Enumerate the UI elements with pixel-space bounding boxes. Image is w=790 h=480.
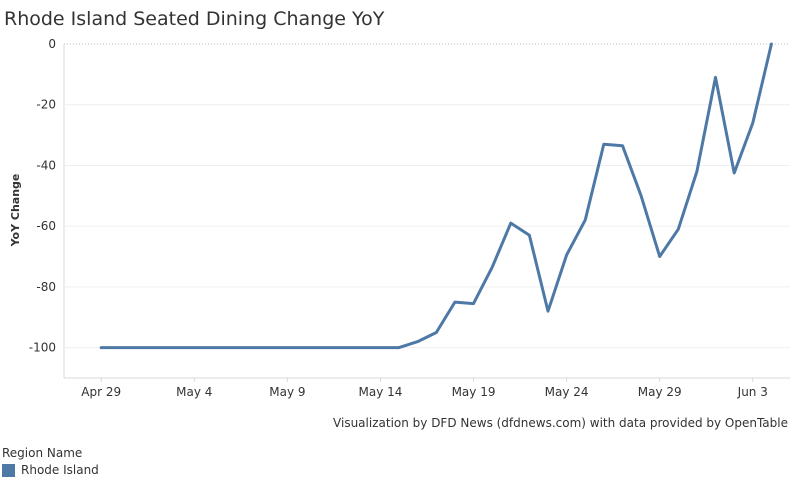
data-point[interactable] [134,344,142,352]
data-point[interactable] [767,40,775,48]
data-point[interactable] [190,344,198,352]
data-point[interactable] [321,344,329,352]
x-tick-label: May 24 [545,385,589,399]
legend-title: Region Name [2,446,83,460]
data-point[interactable] [544,307,552,315]
chart-title: Rhode Island Seated Dining Change YoY [4,8,385,30]
x-tick-label: Apr 29 [81,385,121,399]
data-point[interactable] [507,219,515,227]
data-point[interactable] [618,142,626,150]
data-point[interactable] [656,253,664,261]
data-point[interactable] [358,344,366,352]
y-tick-label: -80 [36,280,56,294]
data-point[interactable] [600,140,608,148]
data-point[interactable] [97,344,105,352]
data-point[interactable] [563,251,571,259]
data-point[interactable] [376,344,384,352]
data-point[interactable] [283,344,291,352]
data-point[interactable] [432,328,440,336]
x-tick-label: May 29 [638,385,682,399]
data-point[interactable] [525,231,533,239]
data-point[interactable] [395,344,403,352]
gridlines [63,43,790,379]
data-point[interactable] [246,344,254,352]
line-chart: 0 -20 -40 -60 -80 -100 Apr 29 May 4 May 9 May 14… [9,37,790,399]
data-point[interactable] [153,344,161,352]
x-tick-label: May 9 [269,385,305,399]
data-point[interactable] [302,344,310,352]
series-line-rhode-island[interactable] [99,42,773,350]
y-tick-label: -60 [36,219,56,233]
data-point[interactable] [581,216,589,224]
data-point[interactable] [730,169,738,177]
data-point[interactable] [172,344,180,352]
data-point[interactable] [228,344,236,352]
legend-item-rhode-island[interactable]: Rhode Island [2,462,99,478]
x-tick-label: May 4 [176,385,212,399]
data-point[interactable] [470,300,478,308]
data-point[interactable] [339,344,347,352]
x-tick-label: Jun 3 [737,385,768,399]
legend-swatch [2,463,15,477]
y-tick-label: -100 [29,341,56,355]
x-tick-label: May 14 [359,385,403,399]
x-tick-label: May 19 [452,385,496,399]
data-point[interactable] [749,119,757,127]
x-axis-ticks: Apr 29 May 4 May 9 May 14 May 19 May 24 May 29… [81,378,768,399]
legend-item-label: Rhode Island [21,463,99,477]
data-point[interactable] [488,263,496,271]
data-point[interactable] [712,73,720,81]
y-axis-title: YoY Change [9,174,22,248]
data-point[interactable] [637,192,645,200]
data-point[interactable] [674,225,682,233]
y-tick-label: -40 [36,158,56,172]
y-tick-label: 0 [48,37,56,51]
data-point[interactable] [451,298,459,306]
data-point[interactable] [116,344,124,352]
y-axis-ticks: 0 -20 -40 -60 -80 -100 [29,37,56,355]
data-point[interactable] [265,344,273,352]
data-point[interactable] [209,344,217,352]
data-point[interactable] [693,168,701,176]
data-point[interactable] [414,338,422,346]
credit-annotation: Visualization by DFD News (dfdnews.com) … [333,416,788,430]
series-group [97,40,775,352]
y-tick-label: -20 [36,98,56,112]
